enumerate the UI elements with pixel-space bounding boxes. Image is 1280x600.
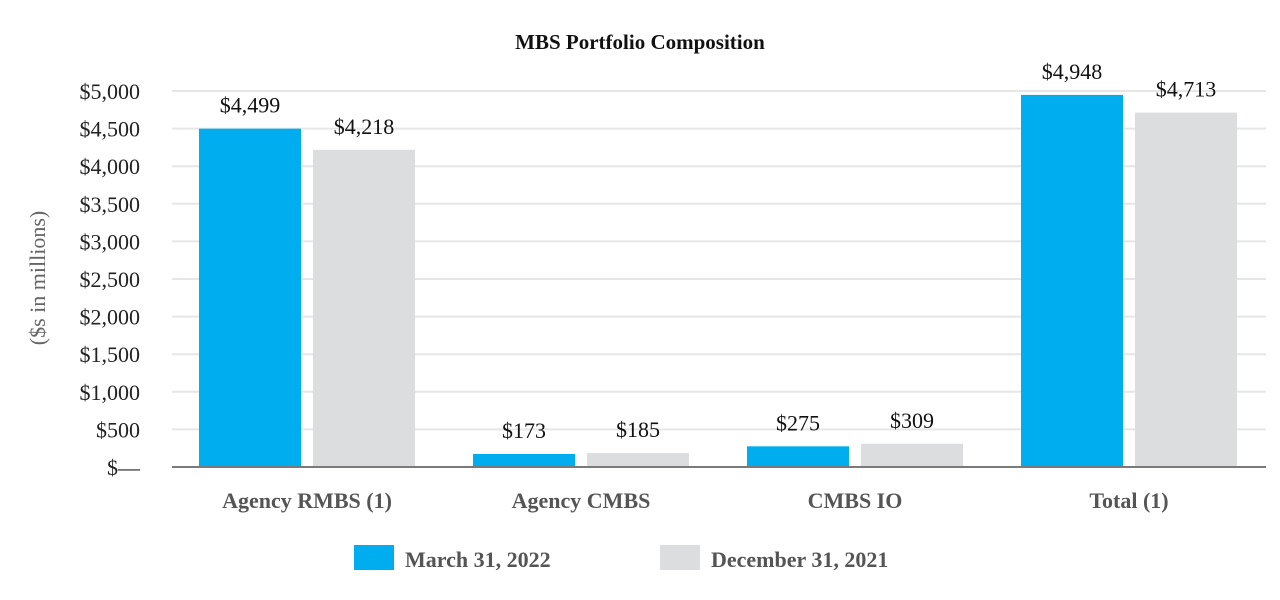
legend-label: March 31, 2022 — [405, 547, 551, 572]
bar — [473, 453, 575, 467]
y-tick-label: $3,000 — [80, 229, 141, 254]
x-category-label: Agency CMBS — [512, 488, 651, 513]
legend-swatch — [660, 545, 700, 570]
data-label: $4,499 — [220, 93, 281, 118]
y-tick-label: $5,000 — [80, 79, 141, 104]
data-label: $185 — [616, 417, 660, 442]
data-labels: $4,499 $4,218 $173 $185 $275 $309 $4,948 $4,713 — [220, 59, 1217, 443]
legend-label: December 31, 2021 — [711, 547, 888, 572]
legend-swatch — [354, 545, 394, 570]
y-tick-label: $2,500 — [80, 267, 141, 292]
x-category-label: Total (1) — [1089, 488, 1168, 513]
y-tick-label: $2,000 — [80, 305, 141, 330]
bars — [199, 94, 1237, 467]
data-label: $275 — [776, 410, 820, 435]
bar — [1021, 94, 1123, 467]
bar — [587, 453, 689, 467]
y-tick-label: $4,000 — [80, 154, 141, 179]
data-label: $309 — [890, 408, 934, 433]
y-tick-label: $4,500 — [80, 117, 141, 142]
y-axis-ticks: $— $500 $1,000 $1,500 $2,000 $2,500 $3,000 $3,5… — [80, 79, 142, 480]
x-category-label: CMBS IO — [808, 488, 903, 513]
data-label: $4,713 — [1156, 77, 1217, 102]
bar — [313, 149, 415, 467]
bar — [747, 446, 849, 467]
legend: March 31, 2022 December 31, 2021 — [354, 545, 888, 572]
bar — [199, 128, 301, 467]
x-category-label: Agency RMBS (1) — [222, 488, 392, 513]
y-tick-label: $3,500 — [80, 192, 141, 217]
data-label: $4,948 — [1042, 59, 1103, 84]
y-tick-label: $— — [107, 455, 141, 480]
y-axis-title: ($s in millions) — [25, 211, 50, 345]
bar — [1135, 112, 1237, 467]
bar — [861, 443, 963, 467]
data-label: $4,218 — [334, 114, 395, 139]
x-axis-categories: Agency RMBS (1) Agency CMBS CMBS IO Total (… — [222, 488, 1169, 513]
y-tick-label: $1,500 — [80, 342, 141, 367]
y-tick-label: $1,000 — [80, 380, 141, 405]
y-tick-label: $500 — [96, 417, 140, 442]
chart-title: MBS Portfolio Composition — [515, 30, 765, 54]
data-label: $173 — [502, 418, 546, 443]
